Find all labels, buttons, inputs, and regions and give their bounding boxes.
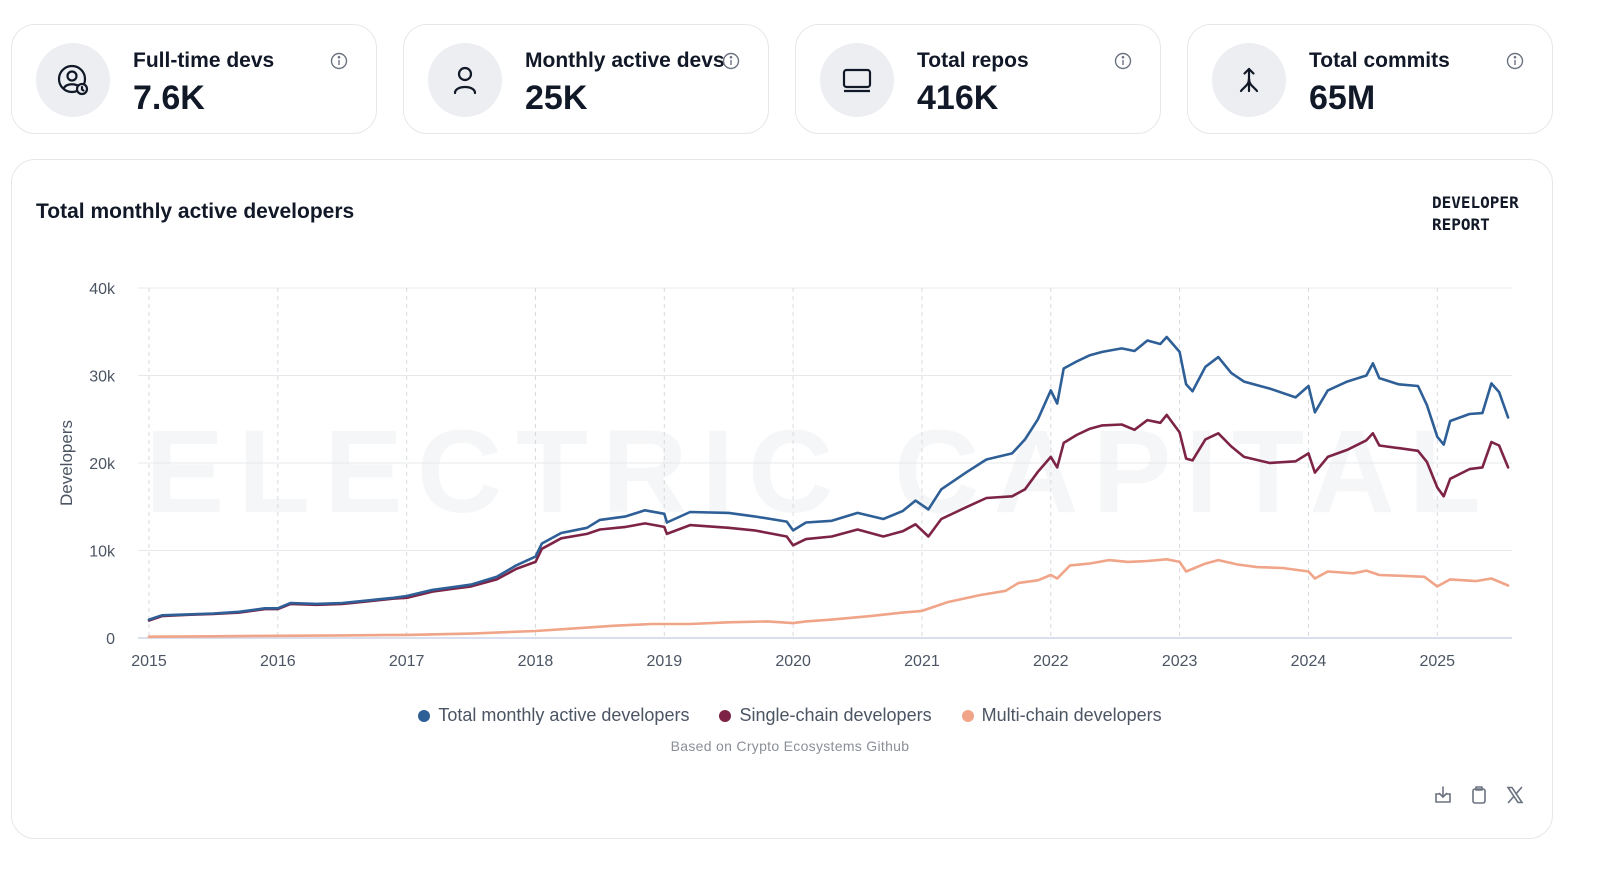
series-line bbox=[147, 558, 1510, 638]
stat-value: 25K bbox=[525, 79, 588, 117]
info-icon[interactable] bbox=[1506, 52, 1524, 70]
y-tick-label: 30k bbox=[89, 369, 116, 386]
legend-dot bbox=[719, 709, 732, 722]
stat-label: Total repos bbox=[917, 49, 1029, 72]
x-tick-label: 2017 bbox=[389, 653, 425, 670]
x-tick-label: 2020 bbox=[775, 653, 811, 670]
copy-icon bbox=[1472, 786, 1486, 804]
x-tick-label: 2019 bbox=[647, 653, 683, 670]
stat-card-monthly-active-devs: Monthly active devs 25K bbox=[403, 24, 769, 134]
series-line bbox=[147, 335, 1510, 621]
y-axis-label: Developers bbox=[57, 420, 76, 506]
legend-label: Multi-chain developers bbox=[981, 705, 1162, 725]
stat-label: Total commits bbox=[1309, 49, 1450, 72]
stat-value: 65M bbox=[1309, 79, 1376, 117]
stat-card-total-repos: Total repos 416K bbox=[795, 24, 1161, 134]
x-tick-label: 2025 bbox=[1419, 653, 1455, 670]
y-tick-label: 10k bbox=[89, 544, 116, 561]
chart-source-note: Based on Crypto Ecosystems Github bbox=[670, 738, 910, 754]
x-tick-label: 2022 bbox=[1033, 653, 1069, 670]
x-tick-label: 2024 bbox=[1291, 653, 1327, 670]
stat-label: Monthly active devs bbox=[525, 49, 725, 72]
share-x-button[interactable] bbox=[1502, 782, 1528, 808]
stat-value: 7.6K bbox=[133, 79, 205, 117]
info-icon[interactable] bbox=[722, 52, 740, 70]
legend-item-total[interactable]: Total monthly active developers bbox=[418, 705, 689, 726]
x-tick-label: 2023 bbox=[1162, 653, 1198, 670]
download-button[interactable] bbox=[1430, 782, 1456, 808]
stat-card-full-time-devs: Full-time devs 7.6K bbox=[11, 24, 377, 134]
y-tick-label: 20k bbox=[89, 456, 116, 473]
download-icon bbox=[1435, 786, 1451, 803]
git-merge-icon bbox=[1212, 43, 1286, 117]
series-line bbox=[147, 413, 1510, 622]
user-clock-icon bbox=[36, 43, 110, 117]
chart-title: Total monthly active developers bbox=[36, 200, 355, 223]
legend-item-single-chain[interactable]: Single-chain developers bbox=[719, 705, 932, 726]
info-icon[interactable] bbox=[330, 52, 348, 70]
stat-card-total-commits: Total commits 65M bbox=[1187, 24, 1553, 134]
brand-line: REPORT bbox=[1432, 215, 1490, 234]
chart-legend: Total monthly active developers Single-c… bbox=[0, 705, 1580, 726]
x-tick-label: 2015 bbox=[131, 653, 167, 670]
brand-line: DEVELOPER bbox=[1432, 193, 1519, 212]
laptop-icon bbox=[820, 43, 894, 117]
user-icon bbox=[428, 43, 502, 117]
developer-report-logo: DEVELOPER REPORT bbox=[1432, 192, 1519, 236]
x-tick-label: 2021 bbox=[904, 653, 940, 670]
y-tick-label: 40k bbox=[89, 281, 116, 298]
y-tick-label: 0 bbox=[106, 631, 115, 648]
legend-dot bbox=[961, 709, 974, 722]
legend-label: Single-chain developers bbox=[739, 705, 932, 725]
x-share-icon bbox=[1506, 786, 1524, 804]
copy-button[interactable] bbox=[1466, 782, 1492, 808]
legend-label: Total monthly active developers bbox=[438, 705, 690, 725]
legend-item-multi-chain[interactable]: Multi-chain developers bbox=[961, 705, 1162, 726]
x-tick-label: 2018 bbox=[518, 653, 554, 670]
stat-label: Full-time devs bbox=[133, 49, 275, 72]
watermark: ELECTRIC CAPITAL bbox=[145, 406, 1494, 538]
chart-panel bbox=[11, 159, 1553, 839]
stat-value: 416K bbox=[917, 79, 999, 117]
x-tick-label: 2016 bbox=[260, 653, 296, 670]
info-icon[interactable] bbox=[1114, 52, 1132, 70]
legend-dot bbox=[418, 709, 431, 722]
